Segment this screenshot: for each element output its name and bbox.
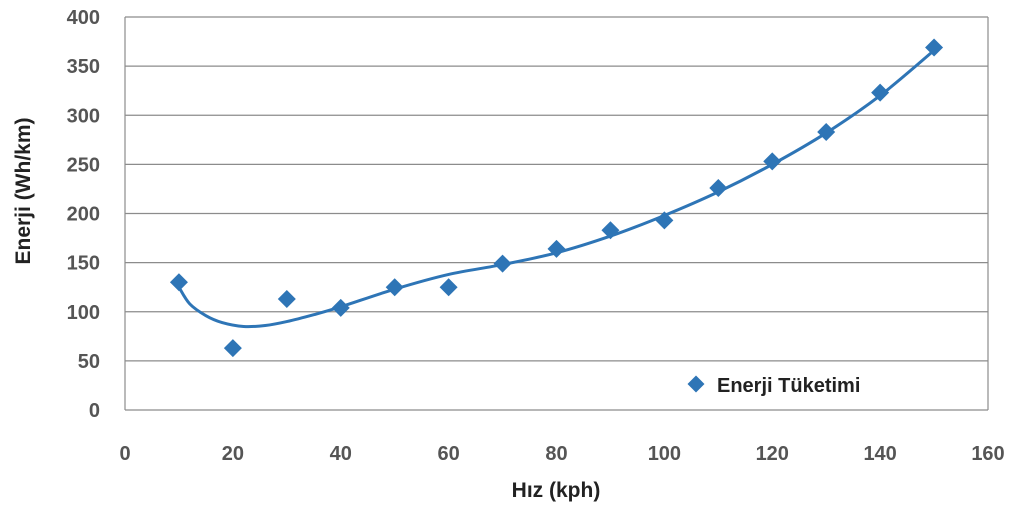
data-point [655, 211, 674, 230]
y-tick-label: 100 [67, 302, 100, 324]
data-point [223, 339, 242, 358]
data-point [385, 278, 404, 297]
trendline-group [177, 49, 936, 329]
legend-label: Enerji Tüketimi [717, 375, 860, 397]
data-point [925, 38, 944, 57]
y-tick-label: 150 [67, 253, 100, 275]
data-point [871, 83, 890, 102]
data-points [169, 38, 944, 358]
x-tick-label: 140 [863, 443, 896, 465]
y-tick-label: 350 [67, 56, 100, 78]
x-tick-label: 40 [330, 443, 352, 465]
x-tick-labels: 0 20 40 60 80 100 120 140 160 [119, 443, 1004, 465]
y-tick-label: 200 [67, 204, 100, 226]
data-point [331, 298, 350, 317]
y-tick-label: 400 [67, 7, 100, 29]
gridlines [125, 16, 988, 411]
axes [124, 17, 989, 410]
y-tick-label: 0 [89, 400, 100, 422]
x-tick-label: 120 [756, 443, 789, 465]
y-tick-label: 300 [67, 105, 100, 127]
data-point [493, 254, 512, 273]
data-point [709, 178, 728, 197]
data-point [763, 152, 782, 171]
data-point [547, 239, 566, 258]
x-tick-label: 0 [119, 443, 130, 465]
data-point [439, 278, 458, 297]
trendline [177, 49, 936, 329]
x-tick-label: 160 [971, 443, 1004, 465]
data-point [169, 273, 188, 292]
data-point [277, 289, 296, 308]
y-tick-label: 50 [78, 351, 100, 373]
x-tick-label: 20 [222, 443, 244, 465]
x-tick-label: 100 [648, 443, 681, 465]
legend-marker [687, 375, 705, 393]
x-axis-title: Hız (kph) [512, 479, 601, 502]
legend: Enerji Tüketimi [687, 375, 860, 397]
x-tick-label: 80 [545, 443, 567, 465]
data-point [601, 221, 620, 240]
y-axis-title: Enerji (Wh/km) [12, 117, 35, 264]
data-point [817, 122, 836, 141]
y-tick-labels: 0 50 100 150 200 250 300 350 400 [67, 7, 100, 422]
y-tick-label: 250 [67, 154, 100, 176]
x-tick-label: 60 [438, 443, 460, 465]
